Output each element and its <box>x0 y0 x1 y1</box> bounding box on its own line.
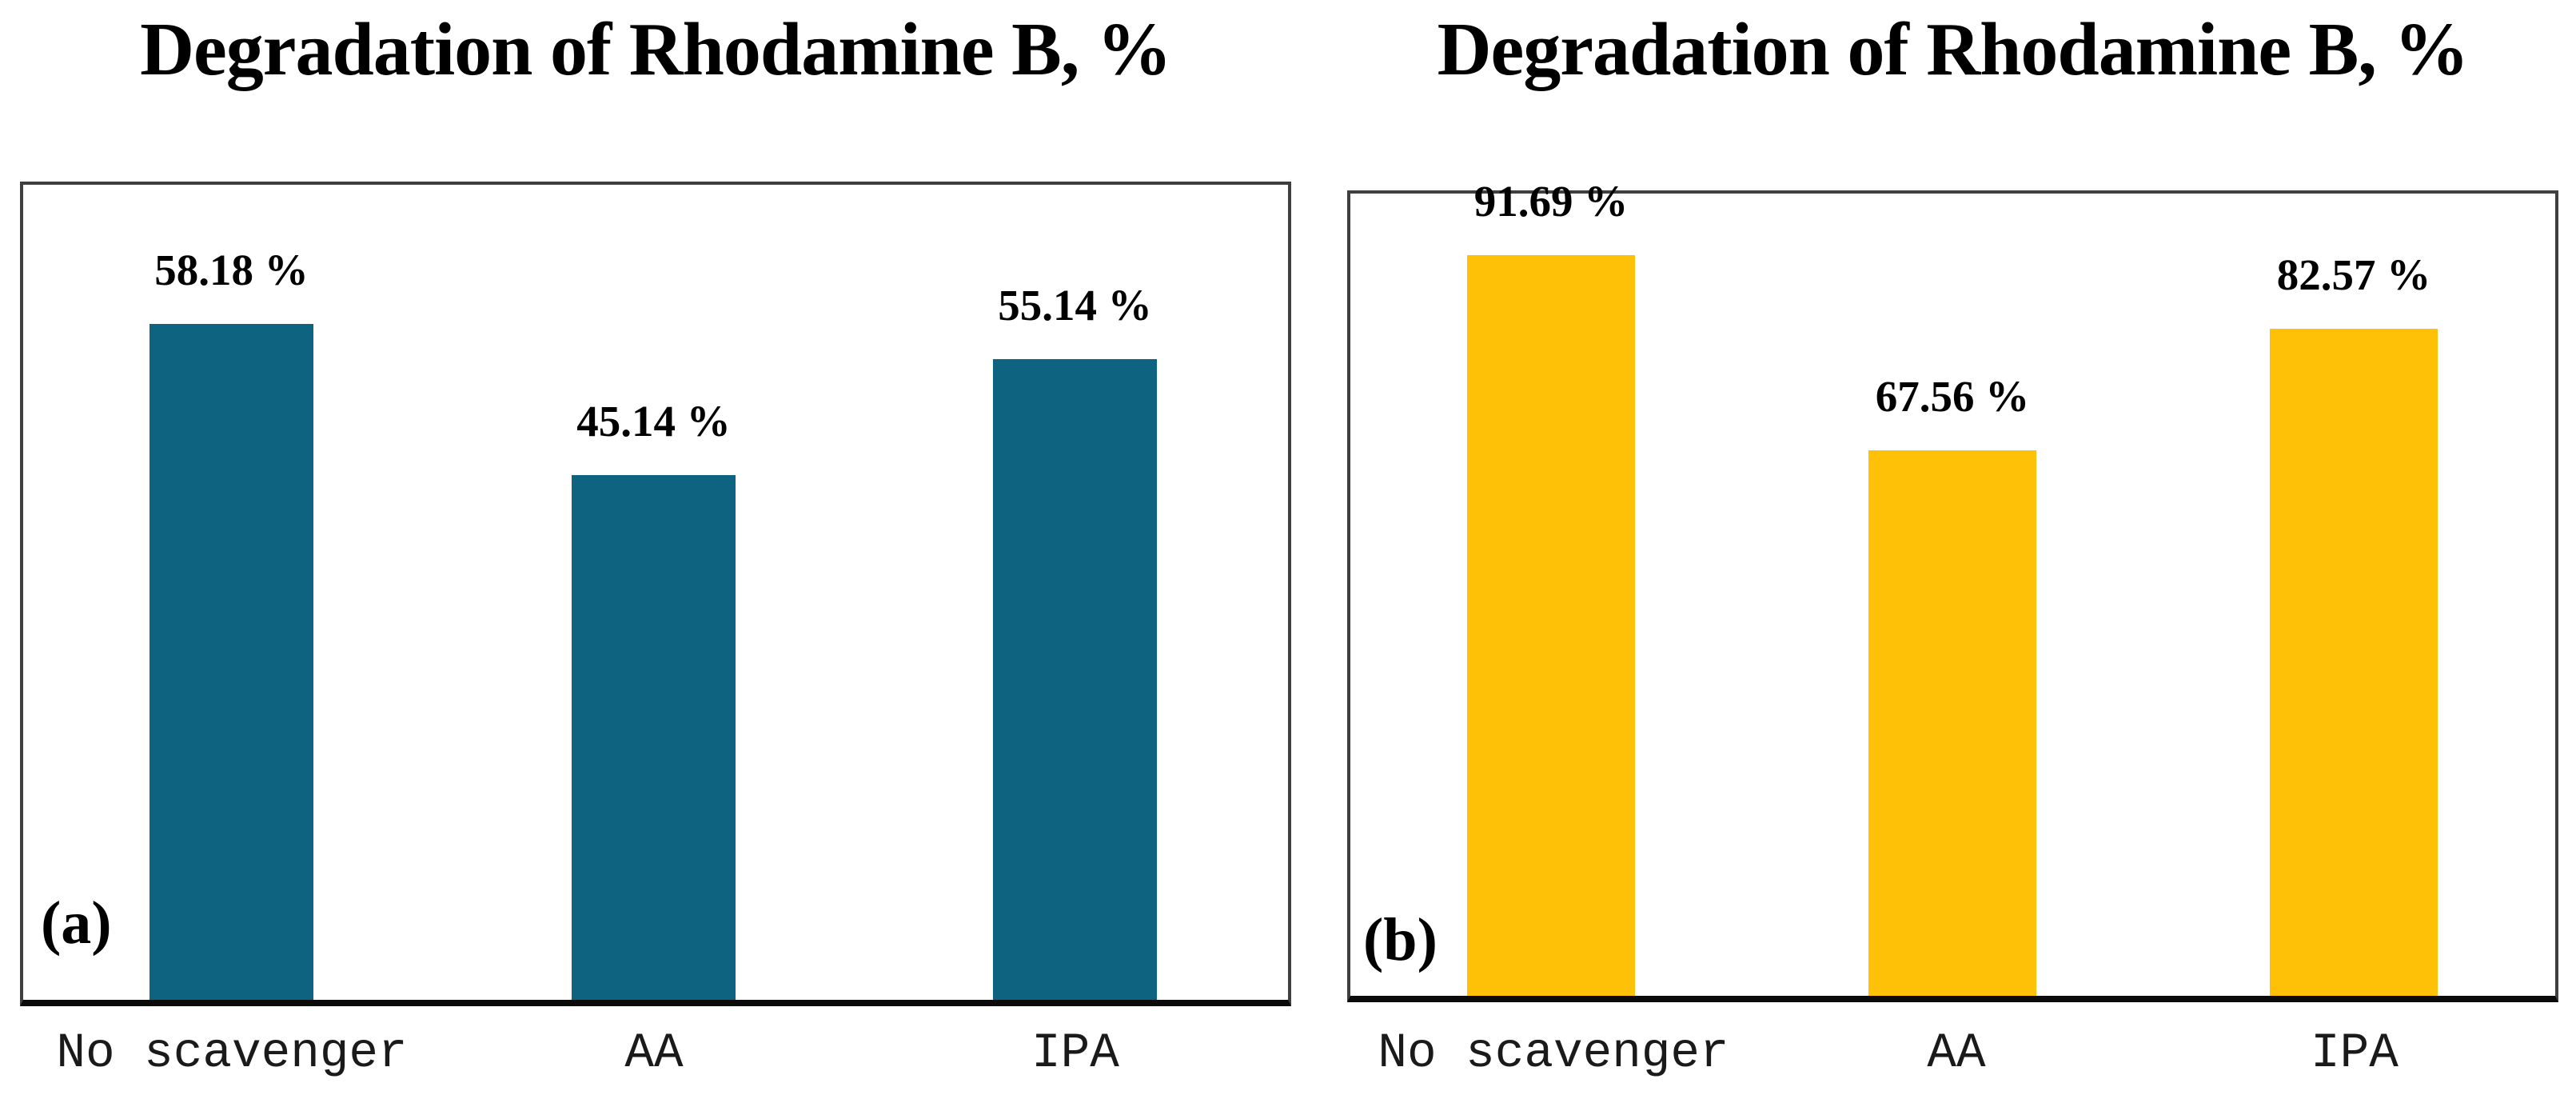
bar-b-ipa: 82.57 % <box>2270 250 2438 996</box>
chart-b-xtick-ipa: IPA <box>2311 1026 2399 1081</box>
chart-a-title: Degradation of Rhodamine B, % <box>140 8 1172 91</box>
chart-b-plot-inner: 91.69 % 67.56 % 82.57 % (b) <box>1350 177 2555 996</box>
chart-a-plot-area: 58.18 % 45.14 % 55.14 % (a) <box>20 182 1291 1006</box>
bar-b-no-scavenger: 91.69 % <box>1467 177 1635 996</box>
chart-b-title: Degradation of Rhodamine B, % <box>1437 8 2470 91</box>
chart-a-xtick-aa: AA <box>624 1026 684 1081</box>
panel-b-label: (b) <box>1363 906 1438 973</box>
chart-a-xtick-ipa: IPA <box>1031 1026 1119 1081</box>
bar-a-aa: 45.14 % <box>572 397 736 1000</box>
chart-a-xtick-no-scavenger: No scavenger <box>56 1026 408 1081</box>
chart-a-plot-inner: 58.18 % 45.14 % 55.14 % (a) <box>23 185 1288 1000</box>
bar-a-ipa-value: 55.14 % <box>998 281 1152 330</box>
chart-b-plot-area: 91.69 % 67.56 % 82.57 % (b) <box>1347 177 2558 1002</box>
bar-a-no-scavenger: 58.18 % <box>150 246 313 1000</box>
bar-a-no-scavenger-value: 58.18 % <box>154 246 309 294</box>
bar-b-aa-value: 67.56 % <box>1875 372 2030 421</box>
panel-a-label: (a) <box>41 889 112 957</box>
chart-b-xtick-no-scavenger: No scavenger <box>1378 1026 1729 1081</box>
bar-a-aa-value: 45.14 % <box>576 397 731 446</box>
bar-b-ipa-value: 82.57 % <box>2276 250 2431 299</box>
bar-b-no-scavenger-value: 91.69 % <box>1473 177 1629 226</box>
bar-b-aa: 67.56 % <box>1868 372 2036 996</box>
bar-a-ipa: 55.14 % <box>993 281 1157 1000</box>
chart-b-xtick-aa: AA <box>1927 1026 1986 1081</box>
